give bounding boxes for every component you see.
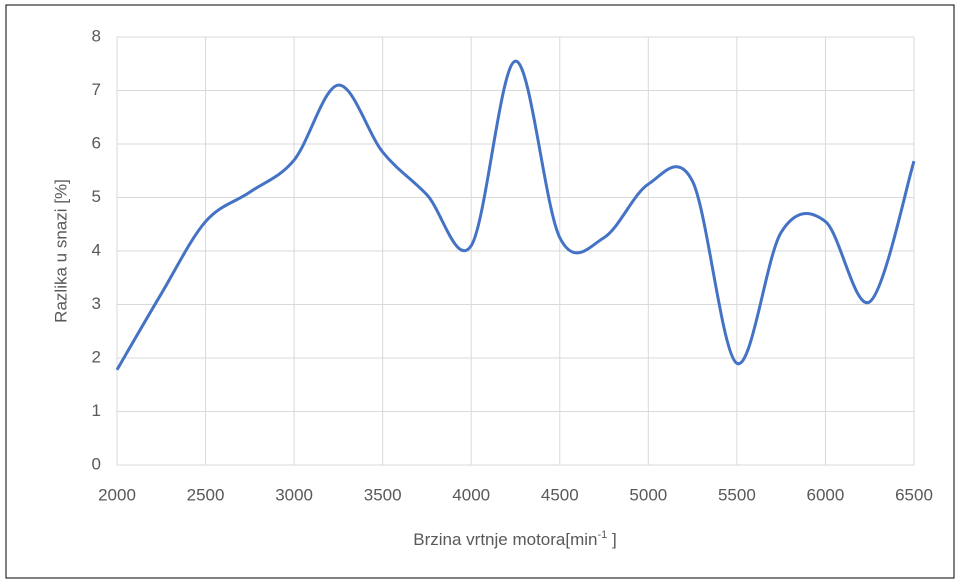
x-tick-label: 5500	[718, 485, 756, 504]
y-axis-label: Razlika u snazi [%]	[51, 179, 70, 323]
y-tick-label: 6	[92, 133, 101, 152]
x-tick-label: 2000	[98, 485, 136, 504]
y-tick-label: 1	[92, 401, 101, 420]
frame	[5, 4, 955, 579]
x-tick-label: 6000	[807, 485, 845, 504]
x-label-end: ]	[607, 530, 616, 549]
y-tick-label: 4	[92, 240, 101, 259]
x-axis-label: Brzina vrtnje motora[min-1 ]	[413, 529, 616, 550]
x-tick-label: 2500	[187, 485, 225, 504]
x-tick-label: 6500	[895, 485, 933, 504]
x-tick-label: 3500	[364, 485, 402, 504]
y-tick-label: 3	[92, 294, 101, 313]
y-tick-label: 0	[92, 454, 101, 473]
y-tick-label: 8	[92, 26, 101, 45]
y-tick-label: 5	[92, 187, 101, 206]
y-tick-label: 2	[92, 347, 101, 366]
x-tick-label: 3000	[275, 485, 313, 504]
data-line	[115, 59, 916, 371]
x-tick-label: 4500	[541, 485, 579, 504]
x-label-sup: -1	[598, 529, 608, 541]
y-tick-label: 7	[92, 80, 101, 99]
x-tick-label: 4000	[452, 485, 490, 504]
x-label-text: Brzina vrtnje motora[min	[413, 530, 597, 549]
x-tick-label: 5000	[629, 485, 667, 504]
